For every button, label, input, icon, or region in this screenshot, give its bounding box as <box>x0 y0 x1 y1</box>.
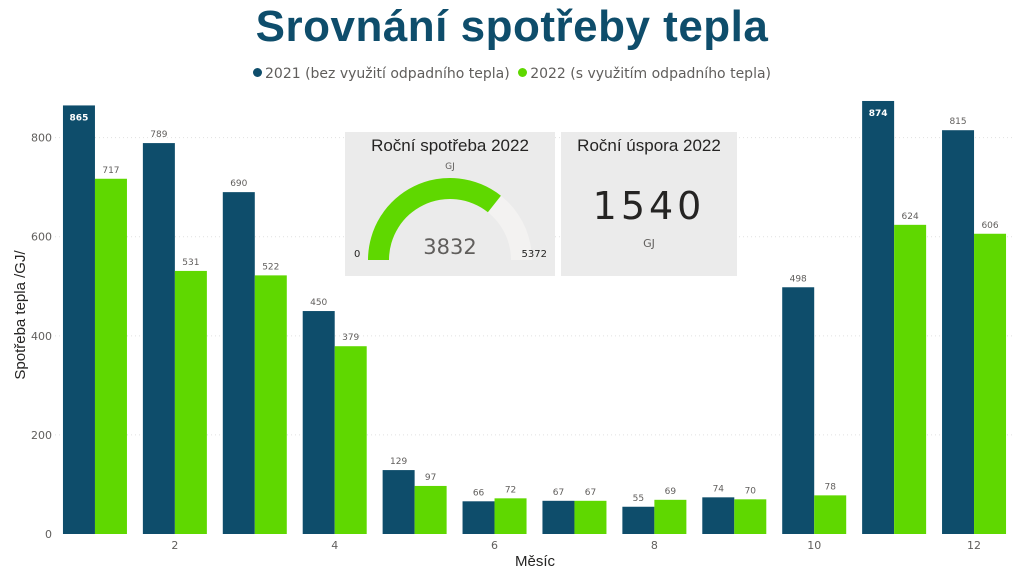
bars <box>62 100 1007 535</box>
bar-data-label: 70 <box>745 486 757 496</box>
bar-data-label: 531 <box>182 258 199 268</box>
bar-2022-month-4[interactable] <box>334 346 367 534</box>
x-tick-label: 4 <box>331 539 338 552</box>
x-tick-label: 10 <box>807 539 821 552</box>
bar-data-label: 690 <box>230 179 247 189</box>
y-tick-label: 400 <box>31 330 52 343</box>
kpi-unit: GJ <box>643 237 655 250</box>
gauge-unit: GJ <box>445 162 455 172</box>
bar-data-label: 72 <box>505 485 516 495</box>
bar-data-label: 67 <box>585 488 596 498</box>
bar-2022-month-5[interactable] <box>414 485 447 534</box>
x-tick-label: 12 <box>967 539 981 552</box>
y-tick-label: 800 <box>31 132 52 145</box>
bar-data-label: 498 <box>790 274 807 284</box>
bar-2021-month-9[interactable] <box>702 497 735 534</box>
bar-data-label: 55 <box>633 494 644 504</box>
bar-2021-month-6[interactable] <box>462 501 495 534</box>
gauge-fill <box>368 178 501 260</box>
bar-2021-month-8[interactable] <box>622 506 655 534</box>
gauge-value: 3832 <box>423 235 477 259</box>
bar-2022-month-1[interactable] <box>94 178 127 534</box>
bar-data-label: 78 <box>824 482 836 492</box>
bar-data-label: 97 <box>425 473 436 483</box>
bar-data-label: 66 <box>473 488 485 498</box>
y-tick-label: 200 <box>31 429 52 442</box>
bar-2021-month-10[interactable] <box>782 287 815 534</box>
gauge-chart <box>368 178 532 260</box>
y-tick-label: 600 <box>31 231 52 244</box>
bar-2022-month-12[interactable] <box>974 233 1007 534</box>
bar-data-label: 815 <box>949 117 966 127</box>
kpi-value: 1540 <box>592 184 706 228</box>
bar-2021-month-7[interactable] <box>542 500 575 534</box>
bar-2021-month-5[interactable] <box>382 470 415 534</box>
legend-label-2022: 2022 (s využitím odpadního tepla) <box>530 66 771 82</box>
gauge-title: Roční spotřeba 2022 <box>371 136 529 155</box>
x-axis-title: Měsíc <box>515 553 556 570</box>
bar-2021-month-3[interactable] <box>222 192 255 535</box>
bar-data-label: 865 <box>70 113 89 123</box>
x-axis-ticks: 2 4 6 8 10 12 <box>171 539 981 552</box>
bar-data-label: 67 <box>553 488 564 498</box>
bar-data-label: 522 <box>262 262 279 272</box>
kpi-title: Roční úspora 2022 <box>577 136 721 155</box>
x-tick-label: 6 <box>491 539 498 552</box>
y-axis-title: Spotřeba tepla /GJ/ <box>12 250 29 380</box>
bar-2022-month-7[interactable] <box>574 500 607 534</box>
x-tick-label: 2 <box>171 539 178 552</box>
bar-data-label: 789 <box>150 130 167 140</box>
gauge-min-label: 0 <box>354 249 361 260</box>
x-tick-label: 8 <box>651 539 658 552</box>
page-title: Srovnání spotřeby tepla <box>255 2 769 51</box>
bar-data-label: 450 <box>310 298 327 308</box>
legend-item-2022[interactable]: 2022 (s využitím odpadního tepla) <box>518 66 771 82</box>
legend-label-2021: 2021 (bez využití odpadního tepla) <box>265 66 510 82</box>
bar-data-label: 69 <box>665 487 677 497</box>
bar-data-label: 606 <box>981 221 998 231</box>
legend-item-2021[interactable]: 2021 (bez využití odpadního tepla) <box>253 66 510 82</box>
bar-data-label: 874 <box>869 109 888 119</box>
y-tick-label: 0 <box>45 528 52 541</box>
bar-2022-month-3[interactable] <box>254 275 287 534</box>
bar-2021-month-2[interactable] <box>142 143 175 534</box>
legend-marker-2022 <box>518 68 528 77</box>
bar-data-label: 74 <box>713 484 725 494</box>
bar-2022-month-10[interactable] <box>814 495 847 534</box>
chart-legend: 2021 (bez využití odpadního tepla) 2022 … <box>0 66 1024 82</box>
gauge-max-label: 5372 <box>521 249 547 260</box>
bar-data-label: 624 <box>902 212 919 222</box>
bar-2021-month-11[interactable] <box>862 100 895 535</box>
bar-data-label: 379 <box>342 333 359 343</box>
bar-2022-month-11[interactable] <box>894 224 927 534</box>
bar-2021-month-1[interactable] <box>62 105 95 534</box>
bar-2022-month-9[interactable] <box>734 499 767 534</box>
bar-2021-month-12[interactable] <box>942 130 975 535</box>
legend-marker-2021 <box>253 68 262 77</box>
kpi-card[interactable]: Roční úspora 2022 1540 GJ <box>561 132 737 276</box>
bar-2021-month-4[interactable] <box>302 311 335 534</box>
y-axis-ticks: 0 200 400 600 800 <box>31 132 52 541</box>
gauge-card[interactable]: Roční spotřeba 2022 GJ 3832 0 5372 <box>345 132 555 276</box>
bar-data-label: 717 <box>102 166 119 176</box>
bar-data-label: 129 <box>390 457 407 467</box>
bar-2022-month-6[interactable] <box>494 498 527 534</box>
bar-2022-month-2[interactable] <box>174 270 207 534</box>
bar-2022-month-8[interactable] <box>654 499 687 534</box>
